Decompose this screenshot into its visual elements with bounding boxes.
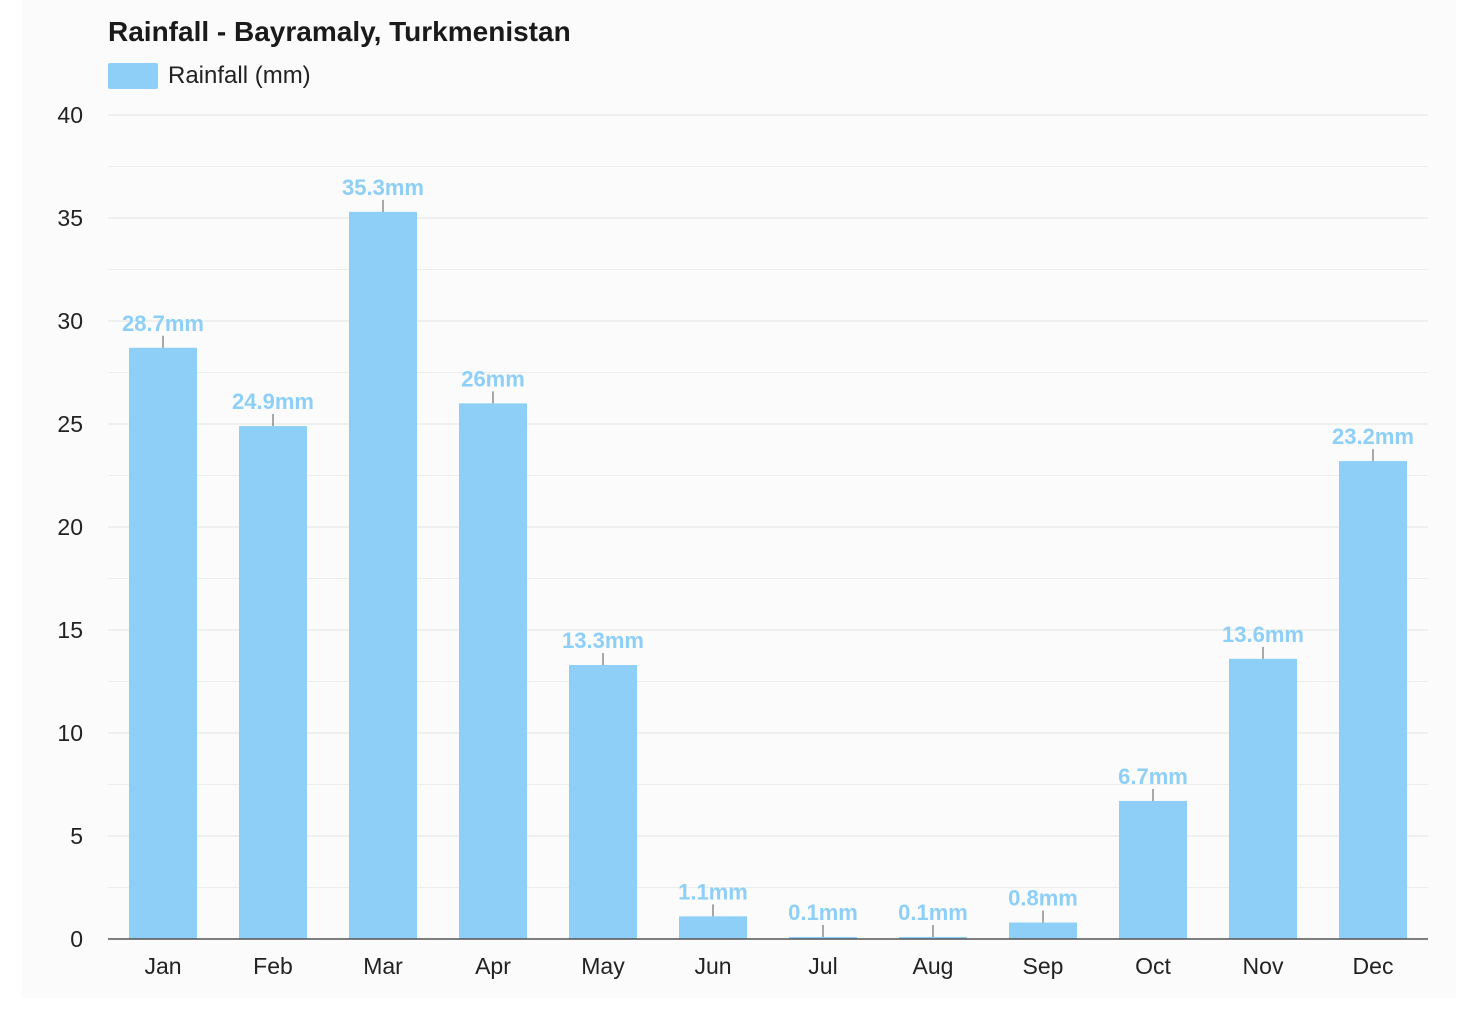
chart-title: Rainfall - Bayramaly, Turkmenistan — [108, 16, 571, 47]
x-tick-label: Apr — [475, 953, 511, 979]
data-label: 26mm — [461, 366, 525, 391]
bar-mar — [349, 211, 417, 939]
y-tick-label: 40 — [57, 102, 83, 128]
data-label: 6.7mm — [1118, 764, 1188, 789]
x-tick-label: Dec — [1353, 953, 1394, 979]
x-tick-label: Oct — [1135, 953, 1171, 979]
bar-apr — [459, 403, 527, 939]
bar-nov — [1229, 658, 1297, 939]
x-tick-label: Jun — [694, 953, 731, 979]
x-tick-label: Sep — [1023, 953, 1064, 979]
y-tick-label: 0 — [70, 926, 83, 952]
bar-dec — [1339, 461, 1407, 939]
data-label: 0.1mm — [788, 900, 858, 925]
data-label: 0.8mm — [1008, 886, 1078, 911]
x-tick-label: Feb — [253, 953, 293, 979]
legend-swatch — [108, 63, 158, 89]
data-label: 13.6mm — [1222, 622, 1304, 647]
bar-jun — [679, 916, 747, 939]
x-tick-label: Mar — [363, 953, 403, 979]
bar-feb — [239, 426, 307, 939]
y-tick-label: 35 — [57, 205, 83, 231]
data-label: 0.1mm — [898, 900, 968, 925]
x-tick-label: Jul — [808, 953, 837, 979]
y-tick-label: 5 — [70, 823, 83, 849]
bar-oct — [1119, 800, 1187, 939]
data-label: 24.9mm — [232, 389, 314, 414]
x-tick-label: Aug — [913, 953, 954, 979]
bar-jan — [129, 347, 197, 939]
legend-label: Rainfall (mm) — [168, 62, 311, 89]
y-tick-label: 20 — [57, 514, 83, 540]
y-tick-label: 25 — [57, 411, 83, 437]
legend[interactable]: Rainfall (mm) — [108, 62, 311, 90]
data-label: 13.3mm — [562, 628, 644, 653]
bar-may — [569, 665, 637, 939]
y-tick-label: 10 — [57, 720, 83, 746]
bar-jul — [789, 936, 857, 939]
bar-aug — [899, 936, 967, 939]
x-tick-label: Nov — [1243, 953, 1284, 979]
data-label: 28.7mm — [122, 311, 204, 336]
x-tick-label: Jan — [144, 953, 181, 979]
data-label: 35.3mm — [342, 175, 424, 200]
data-label: 23.2mm — [1332, 424, 1414, 449]
bar-sep — [1009, 922, 1077, 939]
y-tick-label: 15 — [57, 617, 83, 643]
data-label: 1.1mm — [678, 879, 748, 904]
x-tick-label: May — [581, 953, 625, 979]
y-tick-label: 30 — [57, 308, 83, 334]
